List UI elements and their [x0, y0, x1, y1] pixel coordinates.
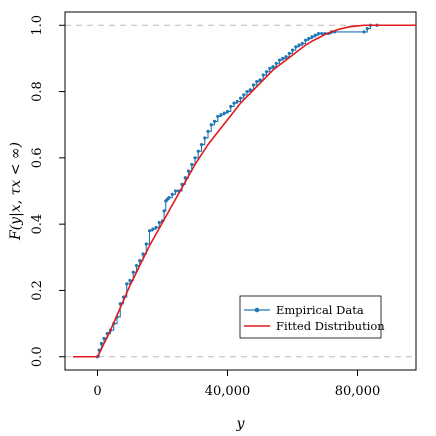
empirical-point [206, 129, 210, 133]
empirical-point [157, 220, 161, 225]
empirical-point [216, 114, 220, 119]
empirical-point [128, 278, 132, 283]
empirical-point [258, 78, 262, 82]
empirical-point [248, 88, 252, 92]
y-tick-label: 0.2 [30, 280, 45, 301]
empirical-point [320, 31, 324, 36]
y-tick-label: 0.0 [30, 346, 45, 367]
empirical-point [196, 149, 200, 153]
empirical-point [99, 341, 103, 346]
empirical-point [151, 227, 155, 231]
x-tick-label: 0 [93, 384, 101, 399]
empirical-point [238, 96, 243, 100]
y-axis-label: F(y|x, τx < ∞) [8, 142, 24, 241]
empirical-point [255, 80, 259, 84]
empirical-point [134, 263, 139, 268]
legend-empirical-marker [254, 307, 260, 313]
empirical-point [203, 136, 207, 140]
empirical-point [170, 192, 174, 196]
empirical-point [173, 189, 178, 193]
empirical-point [245, 89, 249, 94]
empirical-point [147, 229, 152, 233]
empirical-point [102, 336, 106, 341]
empirical-point [287, 51, 291, 56]
fitted-distribution-line [73, 24, 416, 358]
empirical-point [144, 242, 148, 246]
legend-fitted-label: Fitted Distribution [276, 319, 385, 333]
legend-empirical-label: Empirical Data [276, 303, 364, 317]
empirical-point [242, 93, 246, 97]
empirical-point [154, 225, 158, 230]
empirical-point [281, 56, 285, 61]
empirical-point [365, 26, 369, 31]
empirical-point [316, 31, 321, 36]
axes-layer: 0 40,000 80,000 0.0 0.2 0.4 0.6 0.8 1.0 y F(y|x, τ… [8, 11, 417, 432]
y-tick-label: 0.4 [30, 214, 45, 235]
y-tick-label: 1.0 [30, 15, 45, 36]
empirical-point [193, 156, 197, 160]
empirical-point [303, 38, 308, 42]
empirical-point [186, 169, 191, 173]
legend: Empirical Data Fitted Distribution [239, 295, 385, 339]
empirical-point [271, 65, 275, 69]
empirical-point [313, 33, 317, 37]
empirical-point [284, 55, 288, 59]
empirical-point [167, 196, 171, 200]
empirical-point [141, 252, 145, 256]
empirical-point [264, 70, 269, 74]
empirical-point [162, 209, 166, 213]
empirical-point [251, 83, 256, 87]
empirical-point [268, 66, 272, 70]
empirical-point [212, 119, 217, 123]
empirical-point [310, 35, 314, 39]
x-tick-label: 40,000 [205, 384, 251, 399]
empirical-point [297, 43, 301, 47]
empirical-point [290, 48, 295, 52]
empirical-point [131, 270, 135, 274]
y-tick-label: 0.8 [30, 81, 45, 102]
empirical-point [138, 259, 142, 263]
empirical-point [277, 58, 282, 62]
empirical-point [209, 123, 213, 127]
empirical-point [199, 142, 204, 147]
y-tick-label: 0.6 [30, 148, 45, 169]
empirical-point [219, 113, 223, 117]
empirical-point [294, 45, 298, 49]
x-axis-label: y [236, 416, 246, 432]
empirical-point [232, 101, 236, 105]
empirical-point [125, 282, 129, 286]
empirical-point [222, 111, 226, 115]
empirical-point [274, 61, 278, 65]
plot-frame [64, 11, 417, 371]
empirical-point [225, 109, 230, 114]
empirical-point [183, 176, 187, 180]
empirical-point [261, 73, 265, 77]
empirical-point [307, 36, 311, 41]
legend-box [239, 295, 382, 339]
empirical-point [362, 30, 366, 34]
empirical-point [300, 41, 304, 46]
empirical-point [235, 99, 239, 104]
x-tick-label: 80,000 [335, 384, 381, 399]
empirical-point [229, 104, 233, 109]
series-layer [73, 23, 416, 359]
empirical-point [190, 162, 194, 167]
